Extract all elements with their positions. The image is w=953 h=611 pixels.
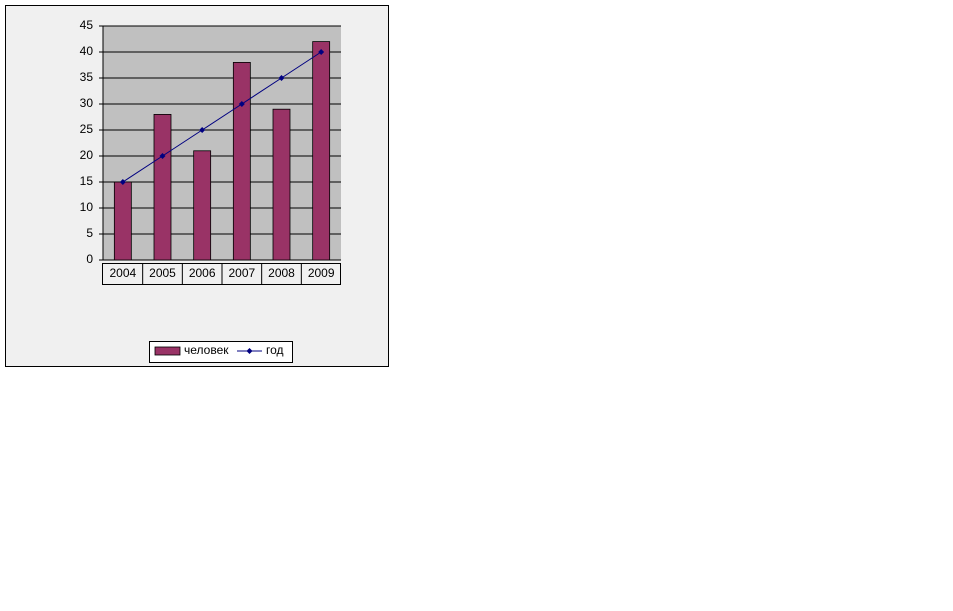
x-tick-label: 2007: [228, 266, 255, 280]
legend-label: человек: [184, 343, 229, 357]
x-tick-label: 2009: [308, 266, 335, 280]
marker: [238, 101, 245, 107]
legend-swatch: [246, 348, 253, 354]
y-tick-label: 30: [80, 96, 94, 110]
y-tick-label: 20: [80, 148, 94, 162]
bar: [232, 62, 251, 261]
y-tick-label: 45: [80, 18, 94, 32]
legend-swatch: [154, 346, 181, 356]
y-tick-label: 25: [80, 122, 94, 136]
x-tick-label: 2005: [149, 266, 176, 280]
bar: [272, 108, 291, 261]
bar: [193, 150, 212, 261]
x-tick-label: 2008: [268, 266, 295, 280]
marker: [318, 49, 325, 55]
line: [122, 51, 322, 183]
marker: [278, 75, 285, 81]
x-tick-label: 2004: [109, 266, 136, 280]
y-tick-label: 5: [86, 226, 93, 240]
marker: [199, 127, 206, 133]
legend: [149, 341, 293, 363]
plot-area: [103, 26, 341, 260]
x-tick-label: 2006: [189, 266, 216, 280]
y-tick-label: 15: [80, 174, 94, 188]
bar: [113, 181, 132, 261]
y-tick-label: 10: [80, 200, 94, 214]
bar: [312, 41, 331, 261]
marker: [119, 179, 126, 185]
y-tick-label: 35: [80, 70, 94, 84]
legend-label: год: [266, 343, 284, 357]
marker: [159, 153, 166, 159]
y-tick-label: 40: [80, 44, 94, 58]
y-tick-label: 0: [86, 252, 93, 266]
bar: [153, 114, 172, 261]
